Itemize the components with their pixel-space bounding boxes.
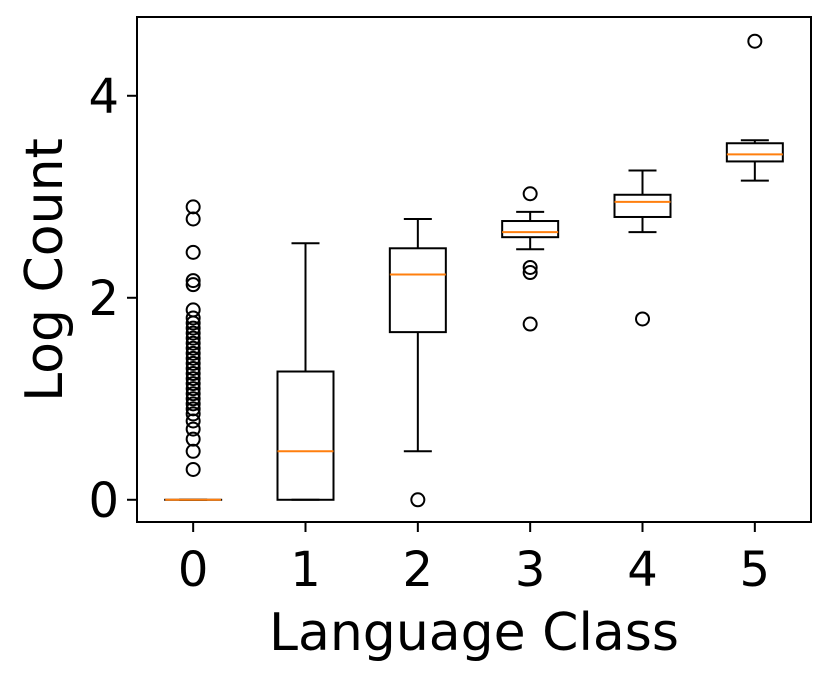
outlier-point [185, 421, 201, 437]
box-group-class-0 [164, 199, 223, 501]
outlier-point [185, 340, 201, 356]
outlier-point [410, 492, 426, 508]
box-group-class-4 [613, 169, 672, 327]
box-iqr [388, 247, 447, 334]
outlier-point [522, 259, 538, 275]
outlier-point [522, 186, 538, 202]
outlier-point [185, 360, 201, 376]
outlier-point [185, 310, 201, 326]
outlier-point [185, 335, 201, 351]
outlier-point [185, 386, 201, 402]
outlier-point [185, 355, 201, 371]
plot-frame [136, 16, 812, 523]
x-axis-label: Language Class [269, 603, 679, 663]
outlier-point [185, 371, 201, 387]
box-group-class-5 [725, 33, 784, 182]
outlier-point [522, 316, 538, 332]
outlier-point [185, 406, 201, 422]
x-tick-label: 2 [403, 542, 434, 598]
outlier-point [185, 350, 201, 366]
outlier-point [185, 396, 201, 412]
box-group-class-2 [388, 218, 447, 508]
y-axis-label: Log Count [15, 138, 75, 402]
outlier-point [185, 199, 201, 215]
outlier-point [185, 391, 201, 407]
plot-area [164, 33, 784, 508]
box-iqr [501, 220, 560, 239]
x-tick-label: 4 [627, 542, 658, 598]
x-axis-ticks: 0 1 2 3 4 5 [178, 522, 770, 598]
outlier-point [185, 376, 201, 392]
box-group-class-3 [501, 186, 560, 332]
outlier-point [185, 366, 201, 382]
outlier-point [185, 461, 201, 477]
outlier-point [185, 320, 201, 336]
y-tick-label: 4 [88, 69, 119, 125]
outlier-point [635, 311, 650, 327]
y-tick-label: 2 [88, 271, 119, 327]
outlier-point [522, 265, 538, 281]
outlier-point [185, 330, 201, 346]
box-iqr [613, 193, 672, 218]
box-group-class-1 [276, 242, 335, 501]
outlier-point [185, 277, 201, 293]
x-tick-label: 1 [290, 542, 321, 598]
box-iqr [276, 370, 335, 501]
outlier-point [185, 273, 201, 289]
y-tick-label: 0 [88, 473, 119, 529]
x-tick-label: 3 [515, 542, 546, 598]
outlier-point [185, 302, 201, 318]
outlier-point [185, 244, 201, 260]
x-tick-label: 5 [740, 542, 771, 598]
outlier-point [185, 431, 201, 447]
outlier-point [185, 381, 201, 397]
outlier-point [185, 345, 201, 361]
y-axis-ticks: 0 2 4 [88, 69, 137, 529]
outlier-point [185, 325, 201, 341]
outlier-point [185, 401, 201, 417]
outlier-point [747, 33, 763, 49]
box-iqr [725, 142, 784, 163]
x-tick-label: 0 [178, 542, 209, 598]
